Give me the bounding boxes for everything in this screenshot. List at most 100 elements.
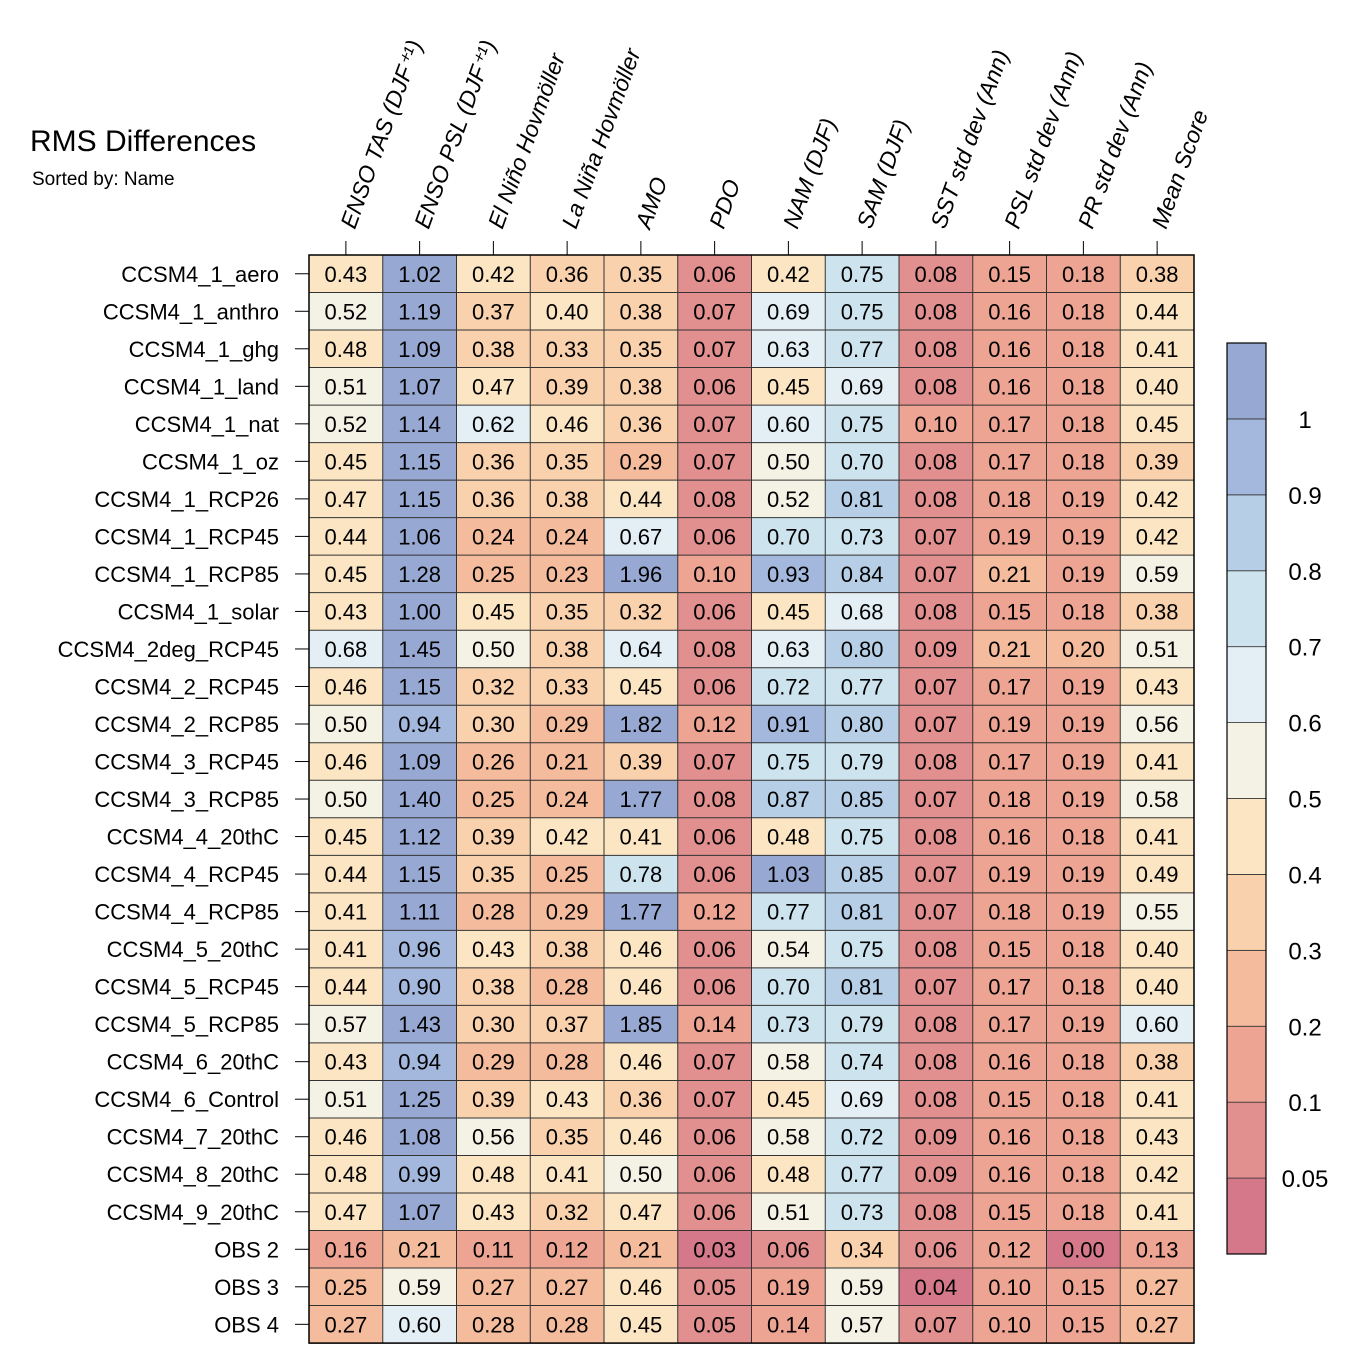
heatmap-cell	[899, 1042, 973, 1081]
cell-value-label: 0.41	[324, 900, 367, 925]
cell-value-label: 0.75	[841, 937, 884, 962]
cell-value-label: 0.06	[693, 599, 736, 624]
colorbar-label: 0.1	[1288, 1090, 1321, 1117]
heatmap-cell	[382, 480, 457, 518]
heatmap-cell	[751, 817, 826, 856]
heatmap-cell	[751, 480, 826, 518]
heatmap-cell	[530, 405, 604, 443]
heatmap-cell	[530, 292, 604, 331]
row-label: CCSM4_5_RCP85	[94, 1012, 279, 1037]
cell-value-label: 0.54	[767, 937, 810, 962]
colorbar-segment	[1226, 1177, 1267, 1255]
row-label: CCSM4_2_RCP45	[94, 674, 279, 699]
heatmap-cell	[899, 1268, 973, 1306]
heatmap-cell	[604, 330, 678, 368]
heatmap-cell	[1120, 930, 1194, 968]
cell-value-label: 0.18	[1062, 825, 1105, 850]
heatmap-cell	[825, 405, 899, 443]
heatmap-cell	[899, 555, 973, 593]
cell-value-label: 0.21	[988, 637, 1031, 662]
cell-value-label: 0.45	[324, 449, 367, 474]
cell-value-label: 0.56	[1136, 712, 1179, 737]
heatmap-cell	[972, 592, 1047, 631]
heatmap-cell	[382, 1080, 457, 1118]
heatmap-cell	[677, 1193, 752, 1231]
heatmap-cell	[899, 367, 973, 406]
cell-value-label: 0.06	[693, 262, 736, 287]
cell-value-label: 0.43	[324, 599, 367, 624]
colorbar-segment	[1226, 494, 1267, 572]
cell-value-label: 0.47	[619, 1200, 662, 1225]
heatmap-cell	[1120, 855, 1194, 893]
column-label: PR std dev (Ann)	[1073, 58, 1157, 231]
heatmap-cell	[530, 630, 604, 668]
column-label: ENSO PSL (DJF⁺¹)	[409, 36, 501, 231]
heatmap-cell	[456, 705, 531, 743]
cell-value-label: 0.08	[914, 487, 957, 512]
heatmap-cell	[530, 1080, 604, 1118]
cell-value-label: 0.55	[1136, 900, 1179, 925]
cell-value-label: 0.33	[546, 674, 589, 699]
heatmap-cell	[825, 367, 899, 406]
heatmap-cell	[677, 292, 752, 331]
row-label: CCSM4_1_aero	[121, 262, 279, 287]
heatmap-cell	[899, 1005, 973, 1043]
heatmap-cell	[677, 667, 752, 706]
heatmap-cell	[1120, 967, 1194, 1006]
cell-value-label: 0.75	[841, 299, 884, 324]
heatmap-cell	[604, 705, 678, 743]
cell-value-label: 0.07	[693, 750, 736, 775]
cell-value-label: 0.34	[841, 1237, 884, 1262]
colorbar-label: 0.2	[1288, 1014, 1321, 1041]
cell-value-label: 0.07	[914, 712, 957, 737]
heatmap-cell	[530, 742, 604, 781]
cell-value-label: 0.90	[398, 975, 441, 1000]
heatmap-cell	[677, 517, 752, 556]
cell-value-label: 0.51	[1136, 637, 1179, 662]
heatmap-cell	[382, 1230, 457, 1269]
heatmap-cell	[751, 630, 826, 668]
heatmap-cell	[825, 1193, 899, 1231]
cell-value-label: 0.50	[324, 787, 367, 812]
cell-value-label: 0.43	[546, 1087, 589, 1112]
cell-value-label: 0.94	[398, 712, 441, 737]
heatmap-cell	[825, 592, 899, 631]
cell-value-label: 0.43	[1136, 1125, 1179, 1150]
heatmap-cell	[456, 1042, 531, 1081]
heatmap-cell	[677, 1005, 752, 1043]
cell-value-label: 1.07	[398, 1200, 441, 1225]
cell-value-label: 0.10	[914, 412, 957, 437]
cell-value-label: 0.74	[841, 1050, 884, 1075]
heatmap-cell	[677, 555, 752, 593]
heatmap-cell	[1120, 742, 1194, 781]
heatmap-cell	[751, 855, 826, 893]
heatmap-cell	[456, 255, 531, 293]
heatmap-cell	[1046, 405, 1121, 443]
cell-value-label: 0.75	[841, 262, 884, 287]
heatmap-cell	[309, 705, 383, 743]
heatmap-cell	[825, 930, 899, 968]
cell-value-label: 0.10	[988, 1275, 1031, 1300]
heatmap-cell	[530, 967, 604, 1006]
heatmap-cell	[530, 705, 604, 743]
cell-value-label: 0.06	[693, 937, 736, 962]
heatmap-cell	[899, 630, 973, 668]
heatmap-cell	[456, 817, 531, 856]
heatmap-cell	[309, 855, 383, 893]
cell-value-label: 0.44	[324, 862, 367, 887]
heatmap-cell	[899, 405, 973, 443]
cell-value-label: 0.36	[546, 262, 589, 287]
cell-value-label: 0.70	[841, 449, 884, 474]
row-label: CCSM4_6_20thC	[107, 1050, 280, 1075]
heatmap-cell	[309, 255, 383, 293]
heatmap-cell	[825, 442, 899, 481]
heatmap-cell	[972, 705, 1047, 743]
cell-value-label: 0.29	[546, 712, 589, 737]
cell-value-label: 0.52	[324, 412, 367, 437]
cell-value-label: 0.25	[472, 562, 515, 587]
heatmap-cell	[677, 930, 752, 968]
cell-value-label: 0.59	[1136, 562, 1179, 587]
heatmap-cell	[382, 1117, 457, 1156]
cell-value-label: 0.45	[619, 1312, 662, 1337]
heatmap-cell	[604, 255, 678, 293]
